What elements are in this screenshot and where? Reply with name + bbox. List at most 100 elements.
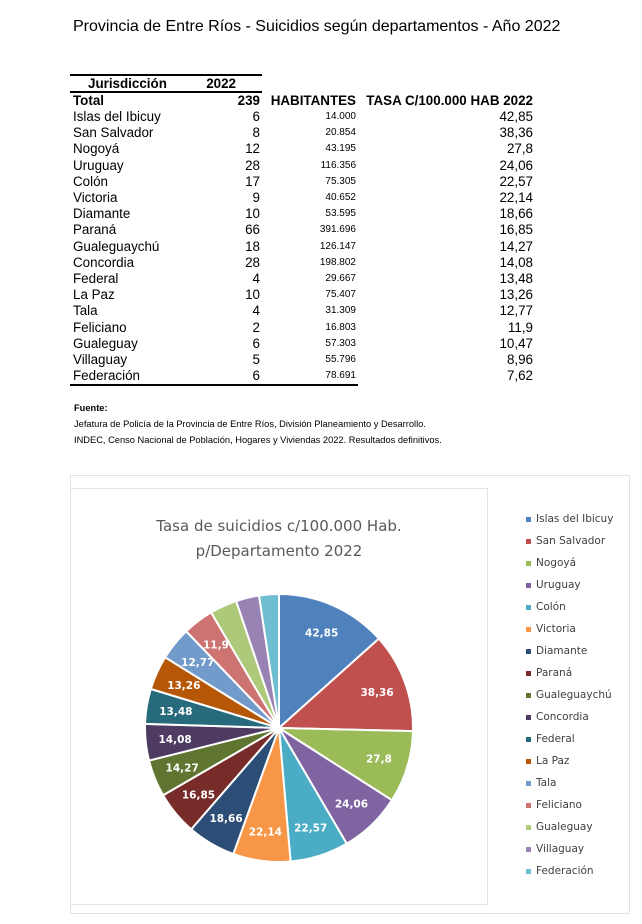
pie-chart: Tasa de suicidios c/100.000 Hab. p/Depar… bbox=[70, 475, 630, 914]
legend-swatch bbox=[526, 670, 531, 676]
row-name: Gualeguaychú bbox=[73, 238, 160, 254]
row-habitantes: 43.195 bbox=[325, 143, 356, 155]
legend-swatch bbox=[526, 802, 531, 808]
row-tasa: 12,77 bbox=[499, 303, 533, 319]
row-tasa: 18,66 bbox=[499, 206, 533, 222]
legend-label: Gualeguaychú bbox=[536, 689, 612, 701]
legend-item: Gualeguaychú bbox=[526, 688, 613, 710]
legend-item: Victoria bbox=[526, 622, 613, 644]
legend-label: Islas del Ibicuy bbox=[536, 513, 614, 525]
row-value: 12 bbox=[245, 141, 260, 157]
data-label: 22,14 bbox=[249, 827, 282, 839]
row-value: 10 bbox=[245, 206, 260, 222]
row-value: 6 bbox=[252, 109, 260, 124]
header-habitantes: HABITANTES bbox=[270, 93, 356, 108]
row-tasa: 27,8 bbox=[506, 141, 533, 157]
row-value: 4 bbox=[252, 303, 260, 319]
legend-item: Diamante bbox=[526, 644, 613, 666]
source-label: Fuente: bbox=[74, 403, 108, 413]
legend-label: Gualeguay bbox=[536, 821, 593, 833]
table-row: San Salvador 8 20.854 38,36 bbox=[70, 125, 540, 141]
row-tasa: 10,47 bbox=[499, 335, 533, 351]
legend-item: Islas del Ibicuy bbox=[526, 512, 613, 534]
row-name: Concordia bbox=[73, 254, 135, 270]
row-value: 28 bbox=[245, 254, 260, 270]
legend-label: Concordia bbox=[536, 711, 589, 723]
row-tasa: 14,08 bbox=[499, 254, 533, 270]
row-name: San Salvador bbox=[73, 125, 154, 141]
legend-label: Federación bbox=[536, 865, 594, 877]
legend-item: San Salvador bbox=[526, 534, 613, 556]
legend-swatch bbox=[526, 846, 531, 852]
row-tasa: 13,26 bbox=[499, 287, 533, 303]
legend-swatch bbox=[526, 582, 531, 588]
data-label: 38,36 bbox=[360, 687, 393, 699]
data-label: 13,26 bbox=[167, 680, 200, 692]
row-name: Feliciano bbox=[73, 319, 127, 335]
legend-swatch bbox=[526, 824, 531, 830]
row-name: Paraná bbox=[73, 222, 117, 238]
row-value: 8 bbox=[252, 125, 260, 141]
legend-swatch bbox=[526, 516, 531, 522]
data-label: 22,57 bbox=[294, 823, 327, 835]
row-name: Colón bbox=[73, 173, 108, 189]
row-tasa: 16,85 bbox=[499, 222, 533, 238]
table-row: Colón 17 75.305 22,57 bbox=[70, 174, 540, 190]
table-bottom-rule bbox=[70, 384, 358, 386]
pie-slice bbox=[276, 637, 414, 733]
table-row: Gualeguaychú 18 126.147 14,27 bbox=[70, 239, 540, 255]
row-tasa: 24,06 bbox=[499, 157, 533, 173]
chart-title-line-1: Tasa de suicidios c/100.000 Hab. bbox=[156, 517, 402, 535]
total-value: 239 bbox=[237, 93, 260, 108]
row-name: Islas del Ibicuy bbox=[73, 109, 161, 124]
total-label: Total bbox=[73, 93, 104, 108]
row-value: 4 bbox=[252, 271, 260, 286]
legend-label: Tala bbox=[536, 777, 557, 789]
data-label: 11,9 bbox=[203, 640, 229, 652]
row-name: Nogoyá bbox=[73, 141, 120, 157]
header-tasa: TASA C/100.000 HAB 2022 bbox=[366, 93, 533, 108]
row-name: Uruguay bbox=[73, 157, 124, 173]
row-value: 2 bbox=[252, 319, 260, 335]
table-row: Federación 6 78.691 7,62 bbox=[70, 368, 540, 384]
row-habitantes: 53.595 bbox=[325, 208, 356, 220]
row-habitantes: 31.309 bbox=[325, 305, 356, 317]
legend-item: Paraná bbox=[526, 666, 613, 688]
legend-swatch bbox=[526, 692, 531, 698]
row-habitantes: 126.147 bbox=[319, 240, 356, 252]
legend-item: La Paz bbox=[526, 754, 613, 776]
pie-slice bbox=[278, 592, 381, 731]
table-row: Feliciano 2 16.803 11,9 bbox=[70, 320, 540, 336]
legend-label: Victoria bbox=[536, 623, 576, 635]
source-line-2: INDEC, Censo Nacional de Población, Hoga… bbox=[74, 435, 442, 445]
legend-swatch bbox=[526, 560, 531, 566]
row-name: Villaguay bbox=[73, 352, 128, 367]
data-label: 16,85 bbox=[182, 790, 215, 802]
total-row: Total 239 HABITANTES TASA C/100.000 HAB … bbox=[70, 93, 540, 109]
row-value: 9 bbox=[252, 190, 260, 205]
legend-label: Federal bbox=[536, 733, 575, 745]
table-row: Nogoyá 12 43.195 27,8 bbox=[70, 141, 540, 157]
page-title: Provincia de Entre Ríos - Suicidios segú… bbox=[73, 18, 561, 35]
row-tasa: 22,14 bbox=[499, 190, 533, 205]
row-tasa: 7,62 bbox=[506, 368, 533, 384]
row-habitantes: 198.802 bbox=[319, 256, 356, 268]
legend-swatch bbox=[526, 538, 531, 544]
legend-label: La Paz bbox=[536, 755, 570, 767]
legend-item: Federal bbox=[526, 732, 613, 754]
data-label: 13,48 bbox=[159, 706, 192, 718]
header-year: 2022 bbox=[206, 76, 236, 91]
data-label: 42,85 bbox=[305, 628, 338, 640]
row-value: 6 bbox=[252, 335, 260, 351]
table-row: La Paz 10 75.407 13,26 bbox=[70, 287, 540, 303]
table-row: Victoria 9 40.652 22,14 bbox=[70, 190, 540, 206]
table-row: Gualeguay 6 57.303 10,47 bbox=[70, 336, 540, 352]
legend-label: Nogoyá bbox=[536, 557, 577, 569]
legend-swatch bbox=[526, 604, 531, 610]
row-name: Federación bbox=[73, 368, 140, 384]
row-value: 28 bbox=[245, 157, 260, 173]
row-tasa: 13,48 bbox=[499, 271, 533, 286]
legend-label: Feliciano bbox=[536, 799, 582, 811]
legend-label: Diamante bbox=[536, 645, 588, 657]
row-value: 6 bbox=[252, 368, 260, 384]
